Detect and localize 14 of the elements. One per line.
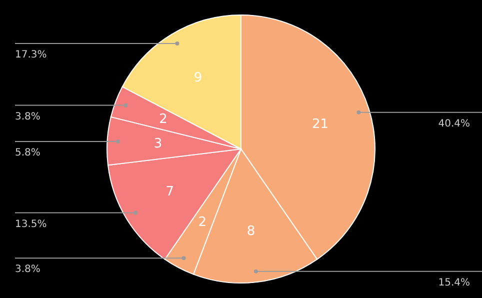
text: 15.4%	[438, 277, 470, 288]
text: 5.8%	[15, 148, 40, 159]
text: 40.4%	[438, 118, 470, 130]
data-label: 2	[159, 112, 168, 128]
text: 17.3%	[15, 50, 47, 60]
data-label: 3	[154, 136, 162, 152]
text: 3.8%	[15, 264, 40, 276]
data-label: 21	[312, 116, 329, 132]
text: 13.5%	[15, 218, 47, 230]
data-label: 9	[194, 70, 202, 86]
data-label: 7	[166, 184, 174, 200]
data-label: 2	[198, 215, 207, 230]
text: 3.8%	[15, 111, 40, 122]
data-label: 8	[246, 224, 256, 239]
